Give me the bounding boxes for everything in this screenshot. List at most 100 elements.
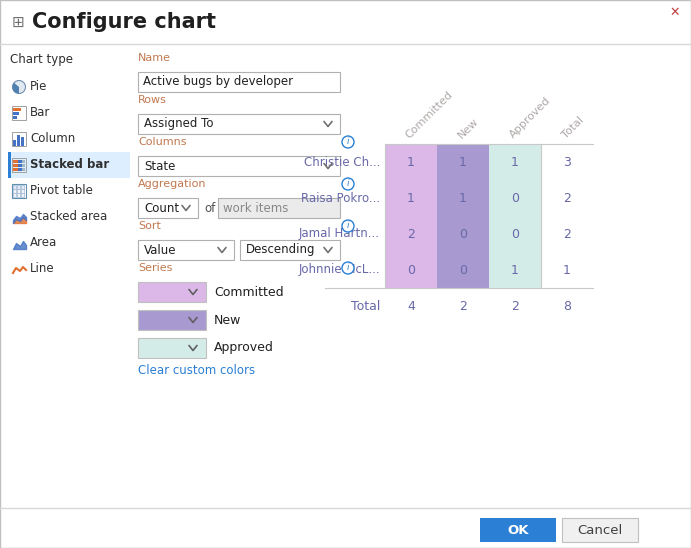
Bar: [12, 184, 26, 198]
Bar: [385, 216, 437, 252]
Bar: [562, 518, 638, 542]
Bar: [138, 282, 206, 302]
Text: Aggregation: Aggregation: [138, 179, 207, 189]
Bar: [218, 198, 340, 218]
Text: Stacked area: Stacked area: [30, 210, 107, 224]
Text: Raisa Pokro...: Raisa Pokro...: [301, 191, 380, 204]
Bar: [22, 168, 25, 171]
Circle shape: [342, 136, 354, 148]
Text: ✕: ✕: [670, 5, 680, 19]
Text: work items: work items: [223, 202, 288, 214]
Text: Committed: Committed: [214, 286, 283, 299]
Text: 2: 2: [563, 227, 571, 241]
Bar: [21, 189, 24, 192]
Circle shape: [12, 81, 26, 94]
Bar: [385, 252, 437, 288]
Text: Clear custom colors: Clear custom colors: [138, 363, 255, 376]
Bar: [13, 160, 18, 163]
Circle shape: [342, 178, 354, 190]
Bar: [18, 164, 22, 167]
Text: Column: Column: [30, 133, 75, 146]
Bar: [138, 72, 340, 92]
Text: Total: Total: [350, 300, 380, 312]
Bar: [17, 189, 21, 192]
Text: State: State: [144, 159, 176, 173]
Bar: [17, 185, 21, 189]
Bar: [21, 185, 24, 189]
Text: 3: 3: [563, 156, 571, 168]
Text: Series: Series: [138, 263, 172, 273]
Bar: [489, 180, 541, 216]
Bar: [18, 160, 22, 163]
Text: Area: Area: [30, 237, 57, 249]
Text: Sort: Sort: [138, 221, 161, 231]
Bar: [138, 198, 198, 218]
Bar: [13, 193, 17, 197]
Text: Value: Value: [144, 243, 176, 256]
Text: 0: 0: [511, 191, 519, 204]
Text: Columns: Columns: [138, 137, 187, 147]
Text: ⊞: ⊞: [12, 14, 24, 30]
Text: Configure chart: Configure chart: [32, 12, 216, 32]
Text: Committed: Committed: [404, 89, 455, 140]
Bar: [437, 252, 489, 288]
Bar: [437, 216, 489, 252]
Text: Christie Ch...: Christie Ch...: [303, 156, 380, 168]
Text: Total: Total: [560, 115, 585, 140]
Bar: [12, 106, 26, 120]
Text: Approved: Approved: [508, 95, 553, 140]
Circle shape: [342, 220, 354, 232]
Bar: [13, 140, 16, 146]
Text: i: i: [347, 221, 349, 231]
Bar: [489, 144, 541, 180]
Bar: [480, 518, 556, 542]
Bar: [489, 252, 541, 288]
Text: 1: 1: [563, 264, 571, 277]
Bar: [13, 189, 17, 192]
Text: i: i: [347, 138, 349, 146]
Text: OK: OK: [507, 523, 529, 536]
Text: 1: 1: [407, 191, 415, 204]
Text: New: New: [214, 313, 241, 327]
Text: Line: Line: [30, 262, 55, 276]
Text: 2: 2: [511, 300, 519, 312]
Text: Cancel: Cancel: [578, 523, 623, 536]
Bar: [385, 180, 437, 216]
Text: 1: 1: [407, 156, 415, 168]
Bar: [138, 156, 340, 176]
Bar: [437, 144, 489, 180]
Bar: [13, 168, 18, 171]
Text: 0: 0: [459, 227, 467, 241]
Bar: [18, 168, 22, 171]
Text: Descending: Descending: [246, 243, 316, 256]
Bar: [385, 144, 437, 180]
Text: Chart type: Chart type: [10, 54, 73, 66]
Text: New: New: [456, 116, 480, 140]
Text: Pie: Pie: [30, 81, 48, 94]
Text: Count: Count: [144, 202, 179, 214]
Bar: [13, 112, 19, 115]
Bar: [22, 164, 25, 167]
Text: i: i: [347, 180, 349, 189]
Text: 1: 1: [511, 264, 519, 277]
Text: Rows: Rows: [138, 95, 167, 105]
Text: Pivot table: Pivot table: [30, 185, 93, 197]
Bar: [12, 132, 26, 146]
Bar: [13, 185, 17, 189]
Bar: [13, 108, 21, 111]
Text: Approved: Approved: [214, 341, 274, 355]
Text: Assigned To: Assigned To: [144, 117, 214, 130]
Bar: [12, 158, 26, 172]
Text: Jamal Hartn...: Jamal Hartn...: [299, 227, 380, 241]
Text: of: of: [204, 202, 216, 214]
Text: 8: 8: [563, 300, 571, 312]
Text: Name: Name: [138, 53, 171, 63]
Text: Johnnie McL...: Johnnie McL...: [299, 264, 380, 277]
Bar: [8, 152, 130, 178]
Text: 2: 2: [407, 227, 415, 241]
Text: 1: 1: [459, 156, 467, 168]
Text: 2: 2: [563, 191, 571, 204]
Text: Active bugs by developer: Active bugs by developer: [143, 76, 293, 88]
Bar: [240, 240, 340, 260]
Text: 4: 4: [407, 300, 415, 312]
